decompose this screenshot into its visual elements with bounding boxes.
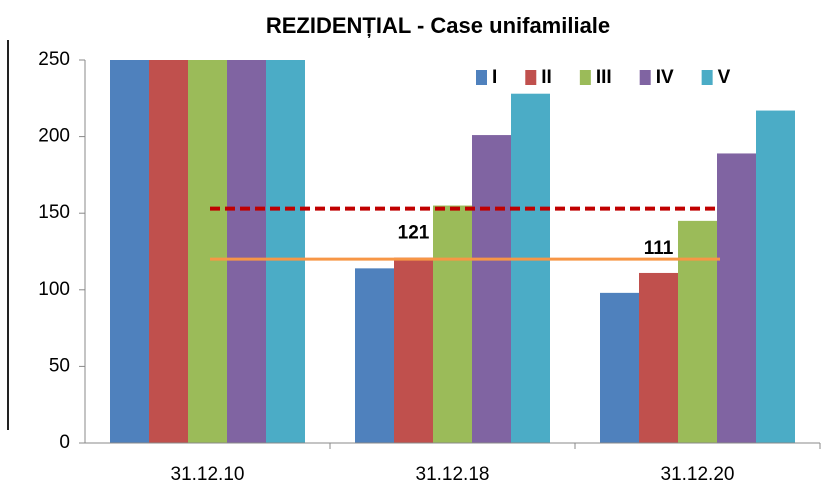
bar [110, 60, 149, 443]
bar [355, 268, 394, 443]
legend-swatch [639, 70, 651, 85]
y-tick-label: 150 [38, 202, 70, 223]
x-tick-label: 31.12.20 [661, 464, 735, 485]
bar [394, 257, 433, 443]
x-tick-label: 31.12.10 [171, 464, 245, 485]
bar [639, 272, 678, 443]
legend-label: III [596, 67, 612, 88]
bar [756, 110, 795, 443]
annotation: 111 [644, 238, 674, 259]
legend-swatch [579, 70, 591, 85]
y-tick-label: 250 [38, 49, 70, 70]
legend-swatch [525, 70, 537, 85]
bar [472, 135, 511, 443]
legend-swatch [476, 70, 487, 85]
annotation: 121 [398, 223, 430, 244]
bar [433, 205, 472, 443]
chart-title: REZIDENȚIAL - Case unifamiliale [266, 13, 610, 38]
bar [188, 60, 227, 443]
legend-label: IV [656, 67, 674, 88]
bar [149, 60, 188, 443]
bar [511, 93, 550, 443]
legend-label: II [541, 67, 552, 88]
bar [600, 292, 639, 443]
y-tick-label: 0 [59, 432, 70, 453]
x-tick-label: 31.12.18 [416, 464, 490, 485]
y-tick-label: 50 [49, 355, 70, 376]
legend-swatch [701, 70, 713, 85]
bar [266, 60, 305, 443]
legend-label: V [718, 67, 731, 88]
y-tick-label: 200 [38, 126, 70, 147]
legend-label: I [492, 67, 497, 88]
bar [678, 220, 717, 443]
y-tick-label: 100 [38, 279, 70, 300]
bar [717, 153, 756, 443]
bar [227, 60, 266, 443]
